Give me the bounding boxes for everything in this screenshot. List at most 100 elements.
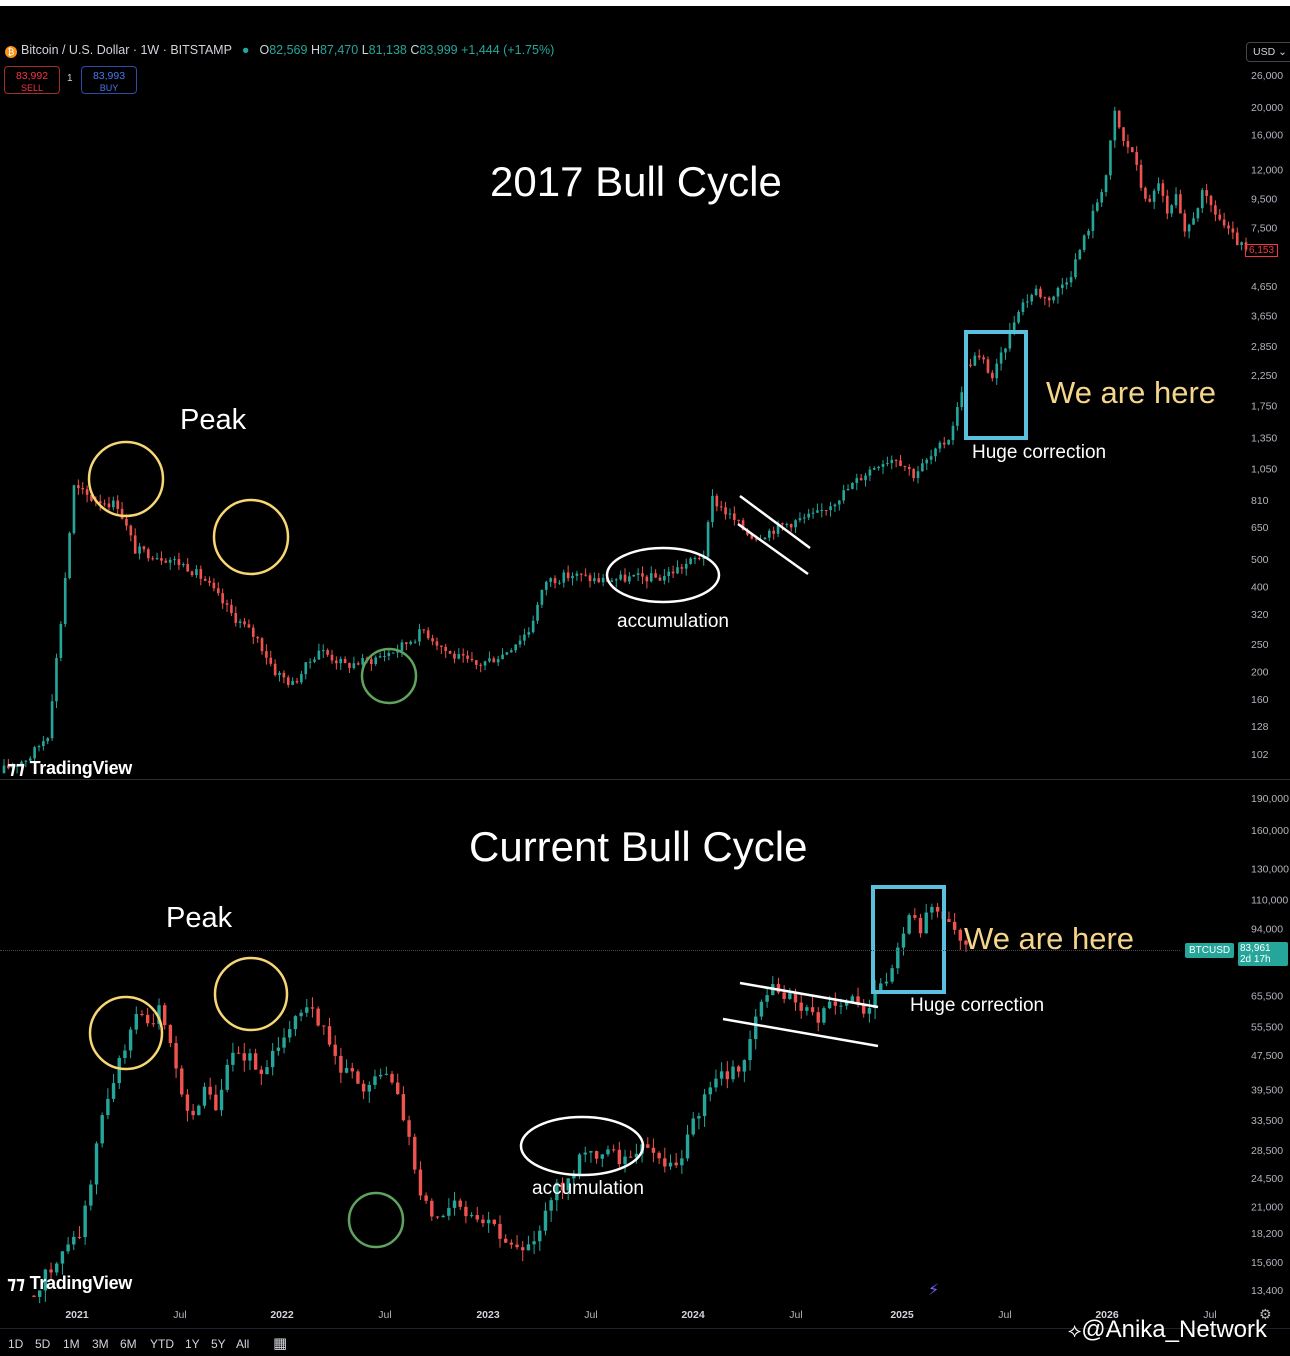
candle	[850, 994, 855, 1003]
candle	[969, 358, 972, 368]
candle	[619, 570, 622, 581]
current-price-line	[0, 950, 1180, 951]
candles-2017-cycle	[2, 106, 1248, 774]
candle	[708, 1081, 712, 1102]
candle	[907, 913, 911, 935]
price-tick-label: 20,000	[1251, 102, 1283, 114]
timeframe-button-1d[interactable]: 1D	[8, 1337, 24, 1351]
ohlc-close: C83,999	[410, 43, 458, 57]
candle	[407, 1115, 411, 1146]
timeframe-button-all[interactable]: All	[236, 1337, 250, 1351]
candle	[123, 1044, 127, 1064]
candle	[859, 474, 863, 481]
candle	[7, 759, 10, 770]
candle	[231, 1042, 235, 1072]
buy-label: BUY	[99, 83, 119, 93]
candle	[555, 1178, 559, 1212]
timeframe-button-5d[interactable]: 5D	[35, 1337, 51, 1351]
candle	[133, 528, 137, 554]
pane-divider[interactable]	[0, 779, 1290, 780]
chevron-down-icon: ⌄	[1278, 46, 1287, 58]
candle	[430, 1198, 434, 1221]
candle	[982, 354, 985, 364]
candle	[1139, 159, 1143, 191]
price-tick-label: 39,500	[1251, 1084, 1283, 1096]
symbol-tag: BTCUSD	[1185, 943, 1235, 958]
candle	[316, 1006, 320, 1027]
price-tick-label: 2,250	[1251, 370, 1277, 382]
candle	[1135, 146, 1138, 171]
replay-icon[interactable]: ⚡	[928, 1282, 940, 1299]
candle	[536, 601, 539, 624]
candle	[1104, 174, 1108, 197]
timeframe-button-ytd[interactable]: YTD	[150, 1337, 174, 1351]
candle	[1179, 189, 1182, 214]
candle	[151, 555, 155, 561]
candle	[1087, 228, 1090, 239]
timeframe-button-3m[interactable]: 3M	[92, 1337, 109, 1351]
timeframe-button-1y[interactable]: 1Y	[185, 1337, 200, 1351]
market-status-dot-icon: ●	[241, 43, 250, 57]
candle	[401, 1086, 406, 1122]
candle	[715, 493, 719, 512]
channel-line	[737, 522, 809, 576]
price-tick-label: 160	[1251, 694, 1269, 706]
candle	[782, 985, 786, 1004]
accumulation-label: accumulation	[532, 1178, 644, 1199]
candle	[278, 671, 281, 682]
candle	[501, 648, 504, 660]
candle	[310, 997, 315, 1018]
sell-button[interactable]: 83,992 SELL	[4, 66, 60, 94]
candle	[89, 1180, 93, 1211]
candle	[785, 522, 789, 528]
price-tick-label: 1,750	[1251, 401, 1277, 413]
candle	[295, 677, 299, 684]
candle	[441, 1214, 445, 1218]
candle	[77, 479, 80, 495]
candle	[553, 575, 557, 589]
candle	[667, 567, 671, 583]
settings-gear-icon[interactable]: ⚙	[1259, 1306, 1272, 1322]
candle	[1034, 285, 1038, 297]
candle	[610, 578, 614, 583]
price-tick-label: 400	[1251, 582, 1269, 594]
candle	[1056, 286, 1060, 304]
candle	[872, 466, 876, 471]
timeframe-button-6m[interactable]: 6M	[120, 1337, 137, 1351]
time-tick-label: 2023	[476, 1309, 500, 1321]
candle	[300, 670, 303, 685]
candle	[291, 677, 294, 686]
timeframe-button-5y[interactable]: 5Y	[211, 1337, 226, 1351]
candle	[344, 1059, 349, 1074]
candle	[938, 440, 942, 453]
candle	[1205, 184, 1208, 204]
candle	[11, 762, 15, 773]
candle	[60, 1250, 65, 1275]
candle	[698, 555, 701, 561]
candle	[256, 636, 259, 643]
price-tick-label: 500	[1251, 554, 1269, 566]
candle	[851, 482, 854, 490]
candle	[37, 1290, 42, 1304]
timeframe-button-1m[interactable]: 1M	[63, 1337, 80, 1351]
we-are-here-label: We are here	[964, 921, 1135, 956]
tradingview-logo[interactable]: ⁊⁊ TradingView	[7, 1273, 132, 1293]
candle	[72, 1230, 76, 1251]
buy-button[interactable]: 83,993 BUY	[81, 66, 137, 94]
candle	[384, 1066, 389, 1076]
currency-select[interactable]: USD ⌄	[1246, 42, 1290, 62]
candle	[916, 465, 920, 484]
calendar-icon[interactable]: ▦	[273, 1335, 288, 1352]
candle	[409, 640, 413, 646]
candle	[649, 566, 653, 583]
candle	[899, 454, 902, 467]
tradingview-logo[interactable]: ⁊⁊ TradingView	[7, 758, 132, 778]
candle	[81, 482, 85, 495]
candle	[623, 1149, 627, 1173]
symbol-header[interactable]: ₿ Bitcoin / U.S. Dollar · 1W · BITSTAMP ● O…	[5, 43, 554, 58]
candle	[111, 1073, 116, 1102]
candle	[134, 1006, 138, 1035]
price-tick-label: 13,400	[1251, 1285, 1283, 1297]
candle	[929, 449, 933, 465]
